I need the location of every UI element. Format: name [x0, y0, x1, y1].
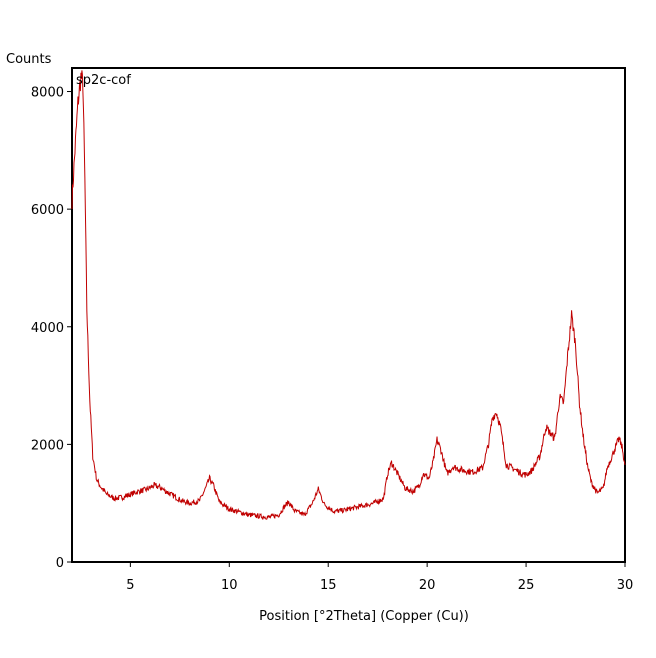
y-tick-label: 4000 — [31, 321, 64, 336]
y-tick-label: 6000 — [31, 203, 64, 218]
x-tick-label: 25 — [518, 578, 535, 593]
x-tick-label: 30 — [617, 578, 634, 593]
y-tick-label: 8000 — [31, 86, 64, 101]
x-axis-title: Position [°2Theta] (Copper (Cu)) — [259, 609, 469, 624]
plot-frame — [71, 67, 626, 563]
x-tick-label: 20 — [419, 578, 436, 593]
y-tick-label: 2000 — [31, 438, 64, 453]
x-tick-label: 5 — [126, 578, 134, 593]
y-tick-label: 0 — [56, 556, 64, 571]
x-tick-label: 15 — [320, 578, 337, 593]
y-axis-title: Counts — [6, 52, 52, 67]
series-label-sp2c-cof: sp2c-cof — [76, 73, 131, 88]
x-tick-label: 10 — [221, 578, 238, 593]
series-line-sp2c-cof — [71, 70, 626, 521]
